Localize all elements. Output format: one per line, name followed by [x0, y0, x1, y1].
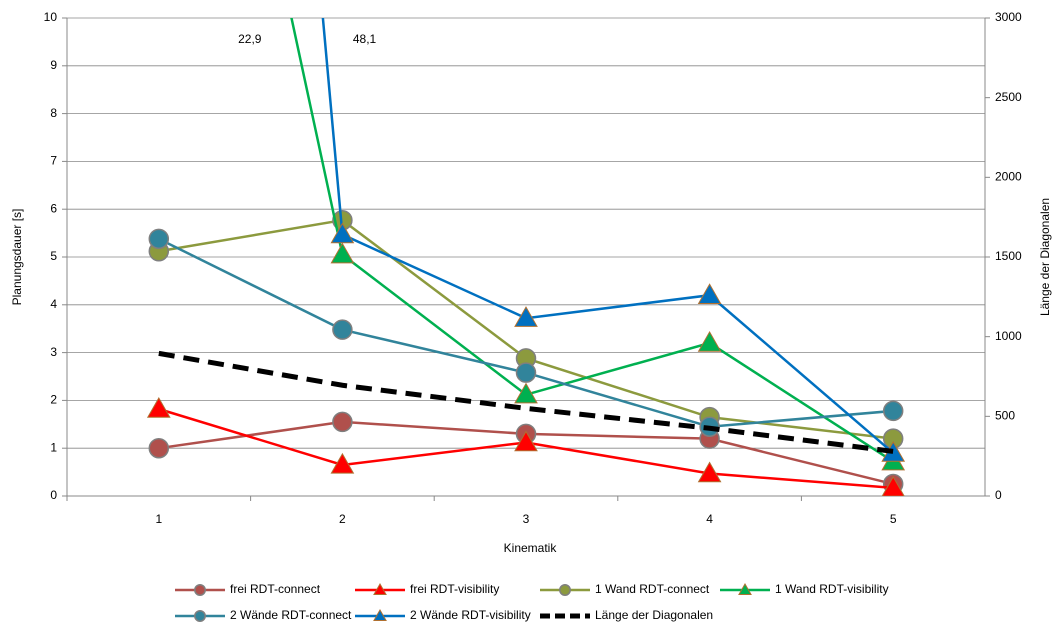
- plot-area: [146, 18, 906, 496]
- legend-label: 2 Wände RDT-visibility: [410, 608, 531, 622]
- y2-tick-label: 3000: [995, 10, 1022, 24]
- point: [697, 461, 722, 483]
- point: [194, 584, 206, 596]
- point: [738, 582, 752, 596]
- legend-item: frei RDT-visibility: [355, 582, 499, 596]
- legend-label: 1 Wand RDT-visibility: [775, 582, 889, 596]
- legend-label: 2 Wände RDT-connect: [230, 608, 352, 622]
- point: [559, 584, 571, 596]
- point: [330, 242, 355, 264]
- legend-item: Länge der Diagonalen: [540, 608, 713, 622]
- point: [332, 411, 353, 433]
- legend-item: 1 Wand RDT-connect: [540, 582, 710, 596]
- point: [146, 396, 171, 418]
- legend-item: frei RDT-connect: [175, 582, 321, 596]
- x-tick-label: 1: [155, 512, 162, 526]
- x-tick-label: 4: [706, 512, 713, 526]
- x-tick-label: 5: [890, 512, 897, 526]
- y2-tick-label: 0: [995, 488, 1002, 502]
- y2-tick-label: 500: [995, 409, 1015, 423]
- y-tick-label: 10: [44, 10, 58, 24]
- y2-tick-label: 2500: [995, 90, 1022, 104]
- point: [332, 319, 353, 340]
- y-axis-title: Planungsdauer [s]: [10, 209, 24, 306]
- legend-label: Länge der Diagonalen: [595, 608, 713, 622]
- series-line: [158, 218, 894, 440]
- legend-label: frei RDT-connect: [230, 582, 321, 596]
- y-tick-label: 5: [50, 249, 57, 263]
- point: [514, 382, 538, 404]
- point: [514, 430, 538, 452]
- legend-item: 2 Wände RDT-connect: [175, 608, 352, 622]
- point: [148, 228, 170, 250]
- point: [515, 362, 537, 383]
- legend-item: 1 Wand RDT-visibility: [720, 582, 889, 596]
- y2-tick-label: 1000: [995, 329, 1022, 343]
- value-label: 22,9: [238, 32, 262, 46]
- y2-tick-label: 2000: [995, 170, 1022, 184]
- y-tick-label: 2: [50, 393, 57, 407]
- x-axis-title: Kinematik: [504, 541, 558, 555]
- point: [330, 222, 355, 244]
- point: [697, 283, 722, 304]
- point: [373, 608, 387, 622]
- legend-label: 1 Wand RDT-connect: [595, 582, 710, 596]
- point: [330, 452, 355, 474]
- point: [373, 582, 387, 596]
- y-tick-label: 9: [50, 58, 57, 72]
- point: [194, 610, 206, 622]
- y2-axis-title: Länge der Diagonalen: [1038, 198, 1052, 316]
- legend-item: 2 Wände RDT-visibility: [355, 608, 531, 622]
- y-tick-label: 6: [50, 201, 57, 215]
- y-tick-label: 7: [50, 154, 57, 168]
- y-tick-label: 0: [50, 488, 57, 502]
- point: [882, 400, 904, 422]
- value-label: 48,1: [353, 32, 377, 46]
- point: [697, 331, 722, 352]
- y-tick-label: 4: [50, 297, 57, 311]
- y-tick-label: 3: [50, 345, 57, 359]
- point: [148, 437, 170, 459]
- y-tick-label: 8: [50, 106, 57, 120]
- x-tick-label: 3: [523, 512, 530, 526]
- y-tick-label: 1: [50, 440, 57, 454]
- x-tick-label: 2: [339, 512, 346, 526]
- legend-label: frei RDT-visibility: [410, 582, 499, 596]
- point: [881, 475, 905, 496]
- y2-tick-label: 1500: [995, 249, 1022, 263]
- point: [514, 306, 538, 327]
